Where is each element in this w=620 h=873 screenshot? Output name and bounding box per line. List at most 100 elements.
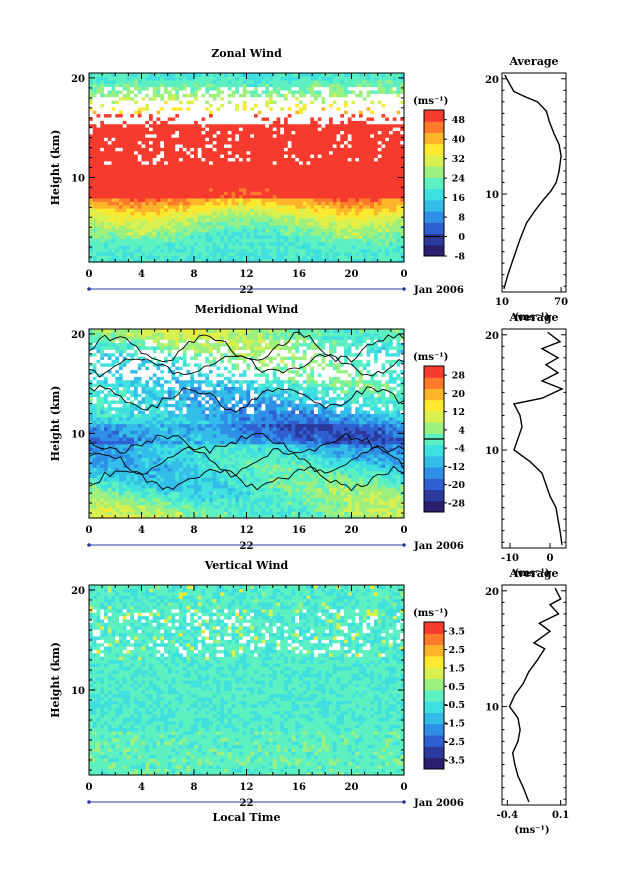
heatmap-cell — [340, 181, 345, 185]
heatmap-cell — [246, 140, 251, 145]
heatmap-cell — [336, 187, 341, 192]
heatmap-cell — [265, 143, 270, 148]
colorbar-swatch — [424, 233, 444, 246]
heatmap-cell — [107, 177, 113, 182]
heatmap-cell — [212, 235, 218, 239]
heatmap-cell — [284, 137, 289, 142]
heatmap-cell — [321, 197, 326, 202]
heatmap-cell — [145, 191, 150, 196]
heatmap-cell — [197, 204, 203, 209]
heatmap-cell — [284, 204, 289, 209]
heatmap-cell — [194, 238, 199, 243]
heatmap-cell — [111, 204, 116, 209]
heatmap-cell — [107, 248, 113, 253]
heatmap-cell — [119, 238, 124, 243]
heatmap-cell — [167, 231, 173, 236]
heatmap-cell — [149, 214, 154, 219]
heatmap-cell — [100, 157, 105, 162]
heatmap-cell — [355, 248, 360, 253]
heatmap-cell — [160, 241, 165, 246]
heatmap-cell — [205, 238, 210, 243]
heatmap-cell — [89, 258, 94, 263]
heatmap-cell — [96, 167, 101, 172]
heatmap-cell — [235, 208, 240, 212]
heatmap-cell — [332, 140, 338, 145]
heatmap-cell — [287, 177, 293, 182]
heatmap-cell — [92, 137, 98, 142]
heatmap-cell — [227, 201, 233, 206]
heatmap-cell — [377, 221, 383, 226]
heatmap-cell — [119, 251, 124, 256]
heatmap-cell — [332, 181, 338, 185]
heatmap-cell — [149, 208, 154, 212]
heatmap-cell — [227, 241, 233, 246]
heatmap-cell — [295, 164, 300, 169]
heatmap-cell — [347, 157, 353, 162]
heatmap-cell — [299, 245, 304, 250]
heatmap-cell — [325, 170, 330, 175]
heatmap-cell — [396, 224, 401, 229]
heatmap-cell — [389, 181, 394, 185]
heatmap-cell — [310, 228, 315, 233]
heatmap-cell — [254, 154, 259, 158]
heatmap-cell — [216, 214, 221, 219]
heatmap-cell — [96, 231, 101, 236]
heatmap-cell — [137, 181, 143, 185]
heatmap-cell — [115, 258, 120, 263]
heatmap-cell — [374, 197, 379, 202]
heatmap-cell — [111, 191, 116, 196]
heatmap-cell — [265, 73, 270, 77]
heatmap-cell — [186, 127, 191, 131]
heatmap-cell — [299, 235, 304, 239]
heatmap-cell — [272, 218, 278, 223]
heatmap-cell — [92, 184, 98, 189]
heatmap-cell — [119, 181, 124, 185]
heatmap-cell — [314, 160, 319, 165]
heatmap-cell — [374, 201, 379, 206]
heatmap-cell — [141, 248, 146, 253]
heatmap-cell — [287, 133, 293, 138]
heatmap-cell — [329, 147, 334, 152]
heatmap-cell — [374, 224, 379, 229]
heatmap-cell — [182, 157, 188, 162]
heatmap-cell — [329, 255, 334, 260]
heatmap-cell — [89, 221, 94, 226]
colorbar-swatch — [424, 121, 444, 133]
heatmap-cell — [381, 231, 386, 236]
heatmap-cell — [295, 255, 300, 260]
heatmap-cell — [89, 174, 94, 179]
heatmap-cell — [400, 218, 405, 223]
heatmap-cell — [396, 167, 401, 172]
heatmap-cell — [197, 208, 203, 212]
heatmap-cell — [235, 224, 240, 229]
heatmap-cell — [92, 231, 98, 236]
heatmap-cell — [111, 181, 116, 185]
heatmap-cell — [100, 201, 105, 206]
heatmap-cell — [122, 191, 128, 196]
heatmap-cell — [194, 208, 199, 212]
heatmap-cell — [137, 137, 143, 142]
heatmap-cell — [239, 130, 244, 135]
heatmap-cell — [156, 201, 161, 206]
heatmap-cell — [104, 228, 109, 233]
heatmap-cell — [96, 137, 101, 142]
heatmap-cell — [314, 181, 319, 185]
heatmap-cell — [182, 235, 188, 239]
heatmap-cell — [291, 147, 296, 152]
heatmap-cell — [190, 191, 195, 196]
heatmap-cell — [257, 130, 263, 135]
heatmap-cell — [212, 201, 218, 206]
heatmap-cell — [186, 164, 191, 169]
heatmap-cell — [317, 177, 323, 182]
heatmap-cell — [317, 167, 323, 172]
heatmap-cell — [190, 197, 195, 202]
heatmap-cell — [310, 154, 315, 158]
heatmap-cell — [377, 231, 383, 236]
heatmap-cell — [194, 157, 199, 162]
profile-point — [542, 199, 545, 201]
heatmap-cell — [389, 150, 394, 155]
heatmap-cell — [351, 214, 356, 219]
heatmap-cell — [197, 235, 203, 239]
heatmap-cell — [160, 170, 165, 175]
heatmap-cell — [145, 157, 150, 162]
